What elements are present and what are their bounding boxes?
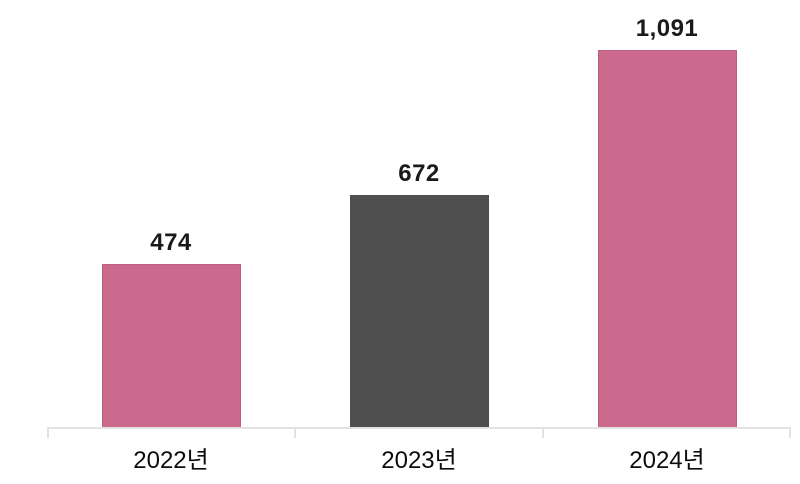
plot-area: 474 672 1,091 <box>47 0 791 428</box>
bar-2023 <box>349 195 489 428</box>
chart-column-2023: 672 <box>295 0 543 428</box>
category-label-2022: 2022년 <box>133 447 209 474</box>
category-label-2023: 2023년 <box>381 447 457 474</box>
value-label-2024: 1,091 <box>635 15 699 42</box>
axis-tick <box>47 427 49 438</box>
bar-2024 <box>597 50 737 428</box>
category-label-2024: 2024년 <box>629 447 705 474</box>
value-label-2023: 672 <box>398 160 440 188</box>
x-axis-line <box>47 427 791 438</box>
axis-tick <box>542 427 544 438</box>
value-label-2022: 474 <box>150 228 192 256</box>
axis-tick <box>789 427 791 438</box>
axis-tick <box>294 427 296 438</box>
chart-column-2022: 474 <box>47 0 295 428</box>
x-axis-labels: 2022년 2023년 2024년 <box>47 440 791 475</box>
chart-column-2024: 1,091 <box>543 0 791 428</box>
bar-2022 <box>101 263 241 428</box>
